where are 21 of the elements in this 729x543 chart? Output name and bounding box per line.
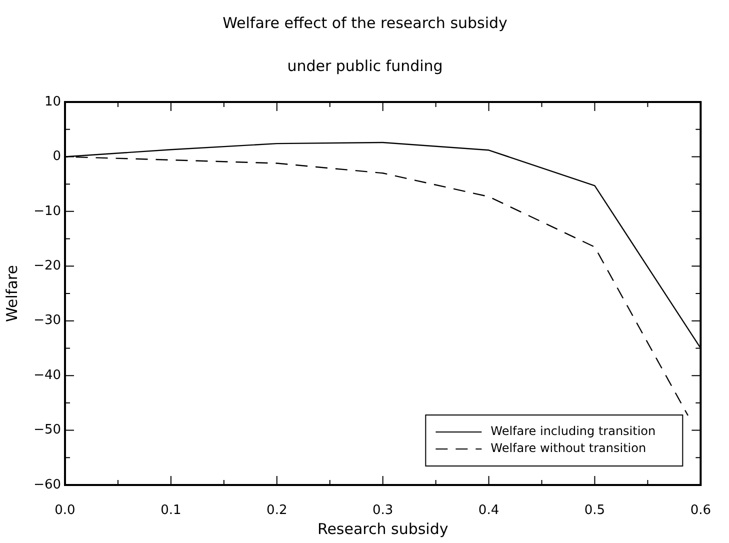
y-tick-label: −10 xyxy=(34,204,61,219)
y-tick-label: −50 xyxy=(34,422,61,438)
x-tick-label: 0.5 xyxy=(584,503,606,518)
y-tick-label: 0 xyxy=(52,149,61,164)
x-tick-label: 0.1 xyxy=(160,503,182,518)
y-tick-label: −40 xyxy=(34,368,61,383)
legend-label: Welfare including transition xyxy=(490,424,656,438)
y-tick-label: −60 xyxy=(34,477,61,492)
x-tick-label: 0.3 xyxy=(372,503,394,518)
chart-subtitle: under public funding xyxy=(287,56,443,75)
legend-label: Welfare without transition xyxy=(490,441,646,456)
y-tick-label: −20 xyxy=(34,258,61,274)
x-tick-label: 0.2 xyxy=(266,503,288,518)
y-axis-title: Welfare xyxy=(2,265,21,322)
x-tick-label: 0.6 xyxy=(690,503,712,518)
y-tick-label: −30 xyxy=(34,313,61,328)
chart-title: Welfare effect of the research subsidy xyxy=(222,14,508,32)
x-tick-label: 0.4 xyxy=(478,503,500,518)
x-tick-label: 0.0 xyxy=(54,503,76,518)
y-tick-label: 10 xyxy=(44,94,61,110)
x-axis-title: Research subsidy xyxy=(317,520,448,538)
